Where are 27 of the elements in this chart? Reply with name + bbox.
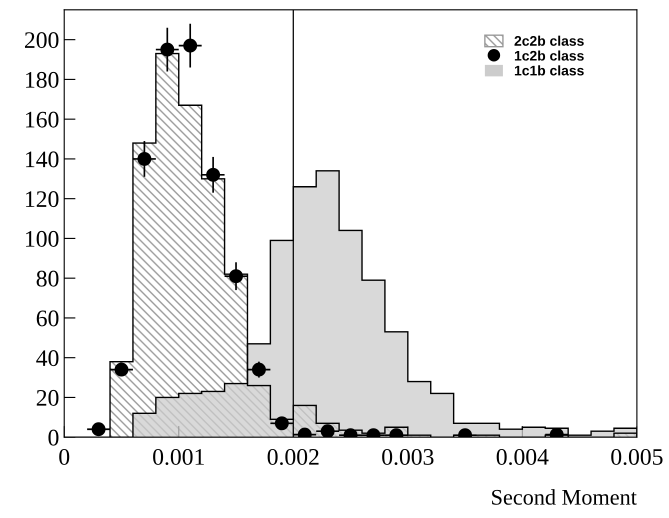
x-tick-label: 0.003 xyxy=(382,448,434,466)
y-tick-label: 20 xyxy=(36,390,58,406)
x-tick-label: 0.002 xyxy=(268,448,319,466)
legend-label: 1c2b class xyxy=(514,50,584,61)
x-axis-title: Second Moment xyxy=(492,489,637,505)
y-tick-label: 40 xyxy=(36,350,58,366)
x-tick-label: 0.001 xyxy=(153,448,204,466)
legend-label: 1c1b class xyxy=(514,65,584,76)
y-tick-label: 180 xyxy=(26,72,58,88)
point xyxy=(229,269,243,284)
point xyxy=(206,168,220,182)
y-tick-label: 120 xyxy=(26,191,58,208)
x-tick-label: 0.004 xyxy=(496,448,549,466)
y-tick-label: 160 xyxy=(26,112,58,128)
x-tick-label: 0 xyxy=(59,448,70,465)
y-tick-label: 60 xyxy=(36,310,58,326)
x-tick-label: 0.005 xyxy=(611,448,663,466)
point xyxy=(137,152,152,166)
y-tick-label: 140 xyxy=(26,151,58,168)
point xyxy=(320,424,335,438)
y-tick-label: 80 xyxy=(36,270,58,287)
y-tick-label: 200 xyxy=(24,32,58,48)
y-tick-label: 100 xyxy=(26,230,58,247)
y-tick-label: 0 xyxy=(48,430,58,446)
point xyxy=(183,38,198,53)
legend-label: 2c2b class xyxy=(514,36,584,46)
point xyxy=(160,42,174,57)
